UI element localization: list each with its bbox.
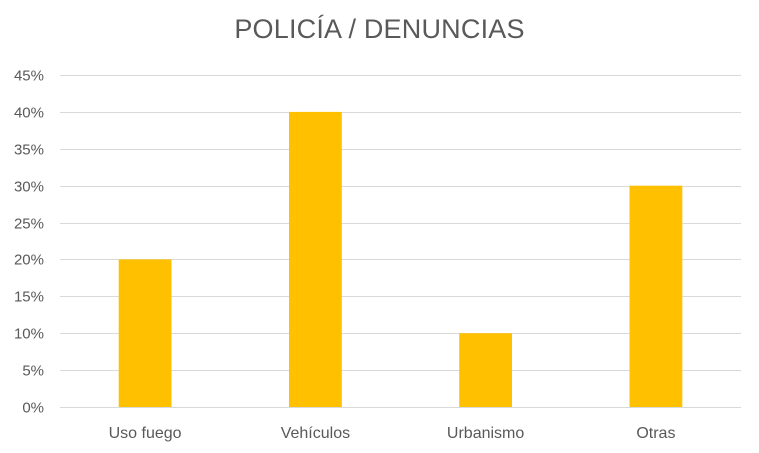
x-category-label: Urbanismo (447, 425, 524, 442)
y-tick-label: 10% (14, 326, 44, 343)
y-tick-label: 25% (14, 216, 44, 233)
y-tick-label: 5% (22, 363, 44, 380)
y-tick-label: 0% (22, 400, 44, 417)
x-axis-categories: Uso fuego Vehículos Urbanismo Otras (109, 425, 676, 442)
bars (118, 111, 683, 408)
y-tick-label: 20% (14, 252, 44, 269)
y-tick-label: 30% (14, 179, 44, 196)
y-tick-label: 15% (14, 289, 44, 306)
x-category-label: Vehículos (281, 425, 350, 442)
chart-title: POLICÍA / DENUNCIAS (234, 14, 525, 44)
y-axis-ticks: 0% 5% 10% 15% 20% 25% 30% 35% 40% 45% (14, 68, 44, 417)
bar-uso-fuego (118, 259, 172, 407)
bar-urbanismo (459, 333, 512, 407)
y-tick-label: 45% (14, 68, 44, 85)
x-category-label: Otras (636, 425, 675, 442)
y-tick-label: 35% (14, 142, 44, 159)
y-tick-label: 40% (14, 105, 44, 122)
x-category-label: Uso fuego (109, 425, 182, 442)
gridlines (60, 75, 741, 408)
bar-otras (629, 185, 683, 407)
bar-vehículos (289, 111, 342, 408)
